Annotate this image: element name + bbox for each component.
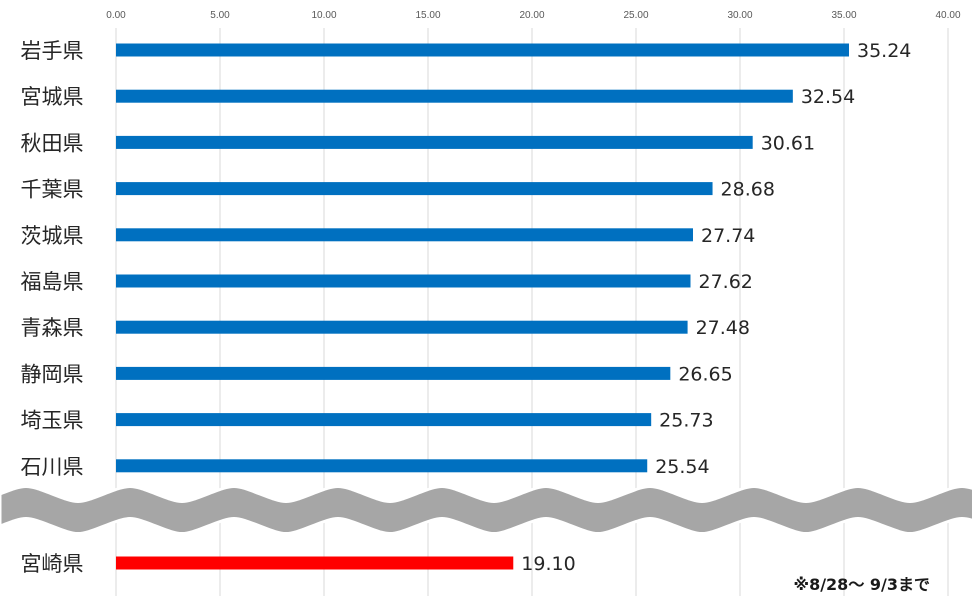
x-tick-label: 35.00 <box>831 10 856 21</box>
bar <box>116 182 713 196</box>
category-label: 埼玉県 <box>21 409 84 433</box>
data-label: 27.74 <box>701 225 755 247</box>
highlight-bar-group: 宮崎県 19.10 <box>21 552 576 576</box>
x-tick-label: 10.00 <box>311 10 336 21</box>
data-label: 27.62 <box>698 271 752 293</box>
x-tick-label: 20.00 <box>519 10 544 21</box>
data-label: 27.48 <box>696 317 750 339</box>
category-label: 静岡県 <box>21 362 84 386</box>
x-axis-tick-labels: 0.00 5.00 10.00 15.00 20.00 25.00 30.00 35.00 40… <box>106 10 961 21</box>
data-label: 25.73 <box>659 410 713 432</box>
category-label: 石川県 <box>21 455 84 479</box>
category-label: 宮城県 <box>21 85 84 109</box>
bar <box>116 320 688 334</box>
bar <box>116 135 753 149</box>
bar <box>116 89 793 103</box>
category-label: 岩手県 <box>21 39 84 63</box>
data-label: 35.24 <box>857 40 911 62</box>
data-label: 26.65 <box>678 363 732 385</box>
axis-break-band <box>0 485 972 535</box>
category-label: 青森県 <box>21 316 84 340</box>
data-label: 32.54 <box>801 86 855 108</box>
bar <box>116 228 693 242</box>
data-label: 30.61 <box>761 132 815 154</box>
category-label: 秋田県 <box>21 131 84 155</box>
x-tick-label: 40.00 <box>935 10 960 21</box>
data-label: 28.68 <box>721 179 775 201</box>
category-label: 千葉県 <box>21 178 84 202</box>
bar <box>116 459 648 473</box>
bar <box>116 366 671 380</box>
bars: 岩手県 35.24 宮城県 32.54 秋田県 30.61 千葉県 28.68 茨城県 27.74… <box>21 39 912 479</box>
category-label: 茨城県 <box>21 224 84 248</box>
highlight-bar <box>116 556 514 570</box>
highlight-data-label: 19.10 <box>521 553 575 575</box>
bar <box>116 413 652 427</box>
highlight-category-label: 宮崎県 <box>21 552 84 576</box>
gridlines <box>115 28 949 596</box>
data-label: 25.54 <box>655 456 709 478</box>
category-label: 福島県 <box>21 270 84 294</box>
x-tick-label: 15.00 <box>415 10 440 21</box>
period-note: ※8/28～ 9/3まで <box>794 575 930 594</box>
bar <box>116 274 691 288</box>
x-tick-label: 25.00 <box>623 10 648 21</box>
x-tick-label: 30.00 <box>727 10 752 21</box>
x-tick-label: 0.00 <box>106 10 126 21</box>
axis-break-wave <box>0 485 972 535</box>
x-tick-label: 5.00 <box>210 10 230 21</box>
bar <box>116 43 849 57</box>
